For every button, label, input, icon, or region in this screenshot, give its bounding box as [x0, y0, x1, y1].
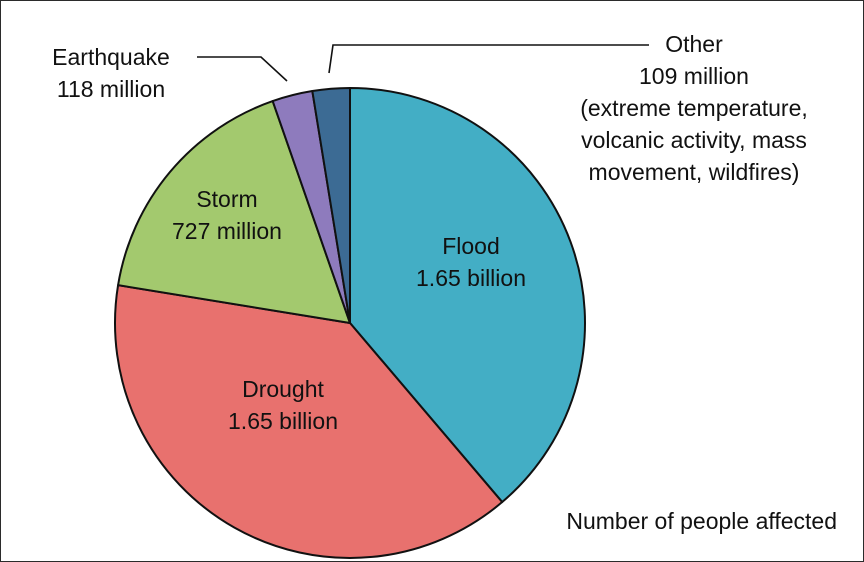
pie-slice-storm	[117, 100, 351, 324]
drought-value: 1.65 billion	[228, 408, 338, 434]
pie-slice-drought	[114, 284, 504, 559]
flood-value: 1.65 billion	[416, 265, 526, 291]
earthquake-leader-line	[197, 56, 288, 82]
other-label: Other	[665, 31, 723, 57]
drought-label: Drought	[242, 376, 324, 402]
chart-caption: Number of people affected	[566, 508, 837, 534]
flood-label: Flood	[442, 233, 500, 259]
other-note-line-3: movement, wildfires)	[589, 159, 800, 185]
earthquake-label: Earthquake	[52, 44, 170, 70]
other-note-line-1: (extreme temperature,	[580, 95, 808, 121]
other-leader-line	[328, 44, 649, 74]
pie-slice-flood	[349, 87, 586, 504]
pie-slices	[114, 87, 586, 559]
pie-slice-other	[311, 87, 351, 324]
other-note-line-2: volcanic activity, mass	[581, 127, 807, 153]
other-value: 109 million	[639, 63, 749, 89]
storm-label: Storm	[196, 186, 257, 212]
storm-value: 727 million	[172, 218, 282, 244]
earthquake-value: 118 million	[57, 76, 165, 102]
